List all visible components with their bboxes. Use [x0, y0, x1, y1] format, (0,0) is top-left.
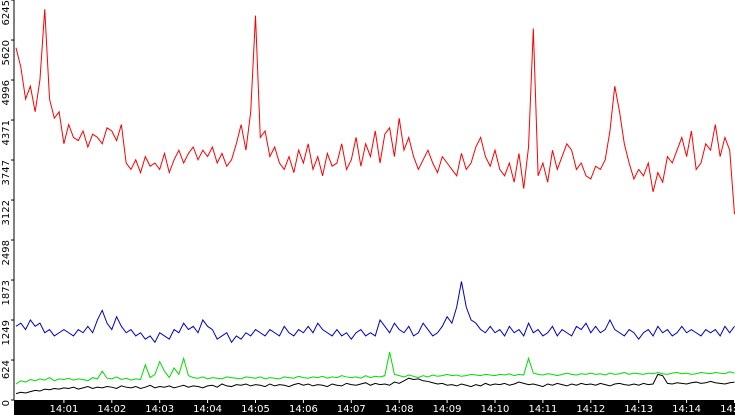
y-tick-label: 4371 — [1, 120, 12, 145]
x-tick-label: 14:13 — [624, 404, 653, 415]
y-tick-label: 6245 — [1, 0, 12, 25]
series-line — [15, 373, 735, 395]
y-tick-label: 1249 — [1, 320, 12, 345]
y-tick-label: 1873 — [1, 280, 12, 305]
y-tick-label: 4996 — [1, 80, 12, 105]
x-tick-label: 14:09 — [433, 404, 462, 415]
x-tick-label: 14:08 — [385, 404, 414, 415]
x-tick-label: 14:05 — [241, 404, 270, 415]
series-line — [15, 351, 735, 385]
x-tick-label: 14:06 — [289, 404, 318, 415]
series-line — [15, 281, 735, 344]
x-axis-bar — [14, 400, 735, 415]
y-tick-label: 3747 — [1, 160, 12, 185]
y-tick-label: 2498 — [1, 240, 12, 265]
x-tick-label: 14:12 — [576, 404, 605, 415]
y-tick-label: 3122 — [1, 200, 12, 225]
x-tick-label: 14:02 — [97, 404, 126, 415]
y-tick-label: 0 — [1, 400, 12, 406]
x-tick-label: 14:04 — [193, 404, 222, 415]
y-tick-label: 624 — [1, 360, 12, 379]
series-line — [15, 9, 735, 215]
y-tick-label: 5620 — [1, 40, 12, 65]
x-tick-label: 14:01 — [49, 404, 78, 415]
x-tick-label: 14:07 — [337, 404, 366, 415]
x-tick-label: 14:15 — [720, 404, 735, 415]
x-tick-label: 14:10 — [481, 404, 510, 415]
x-tick-label: 14:11 — [528, 404, 557, 415]
x-tick-label: 14:14 — [672, 404, 701, 415]
x-tick-label: 14:03 — [145, 404, 174, 415]
